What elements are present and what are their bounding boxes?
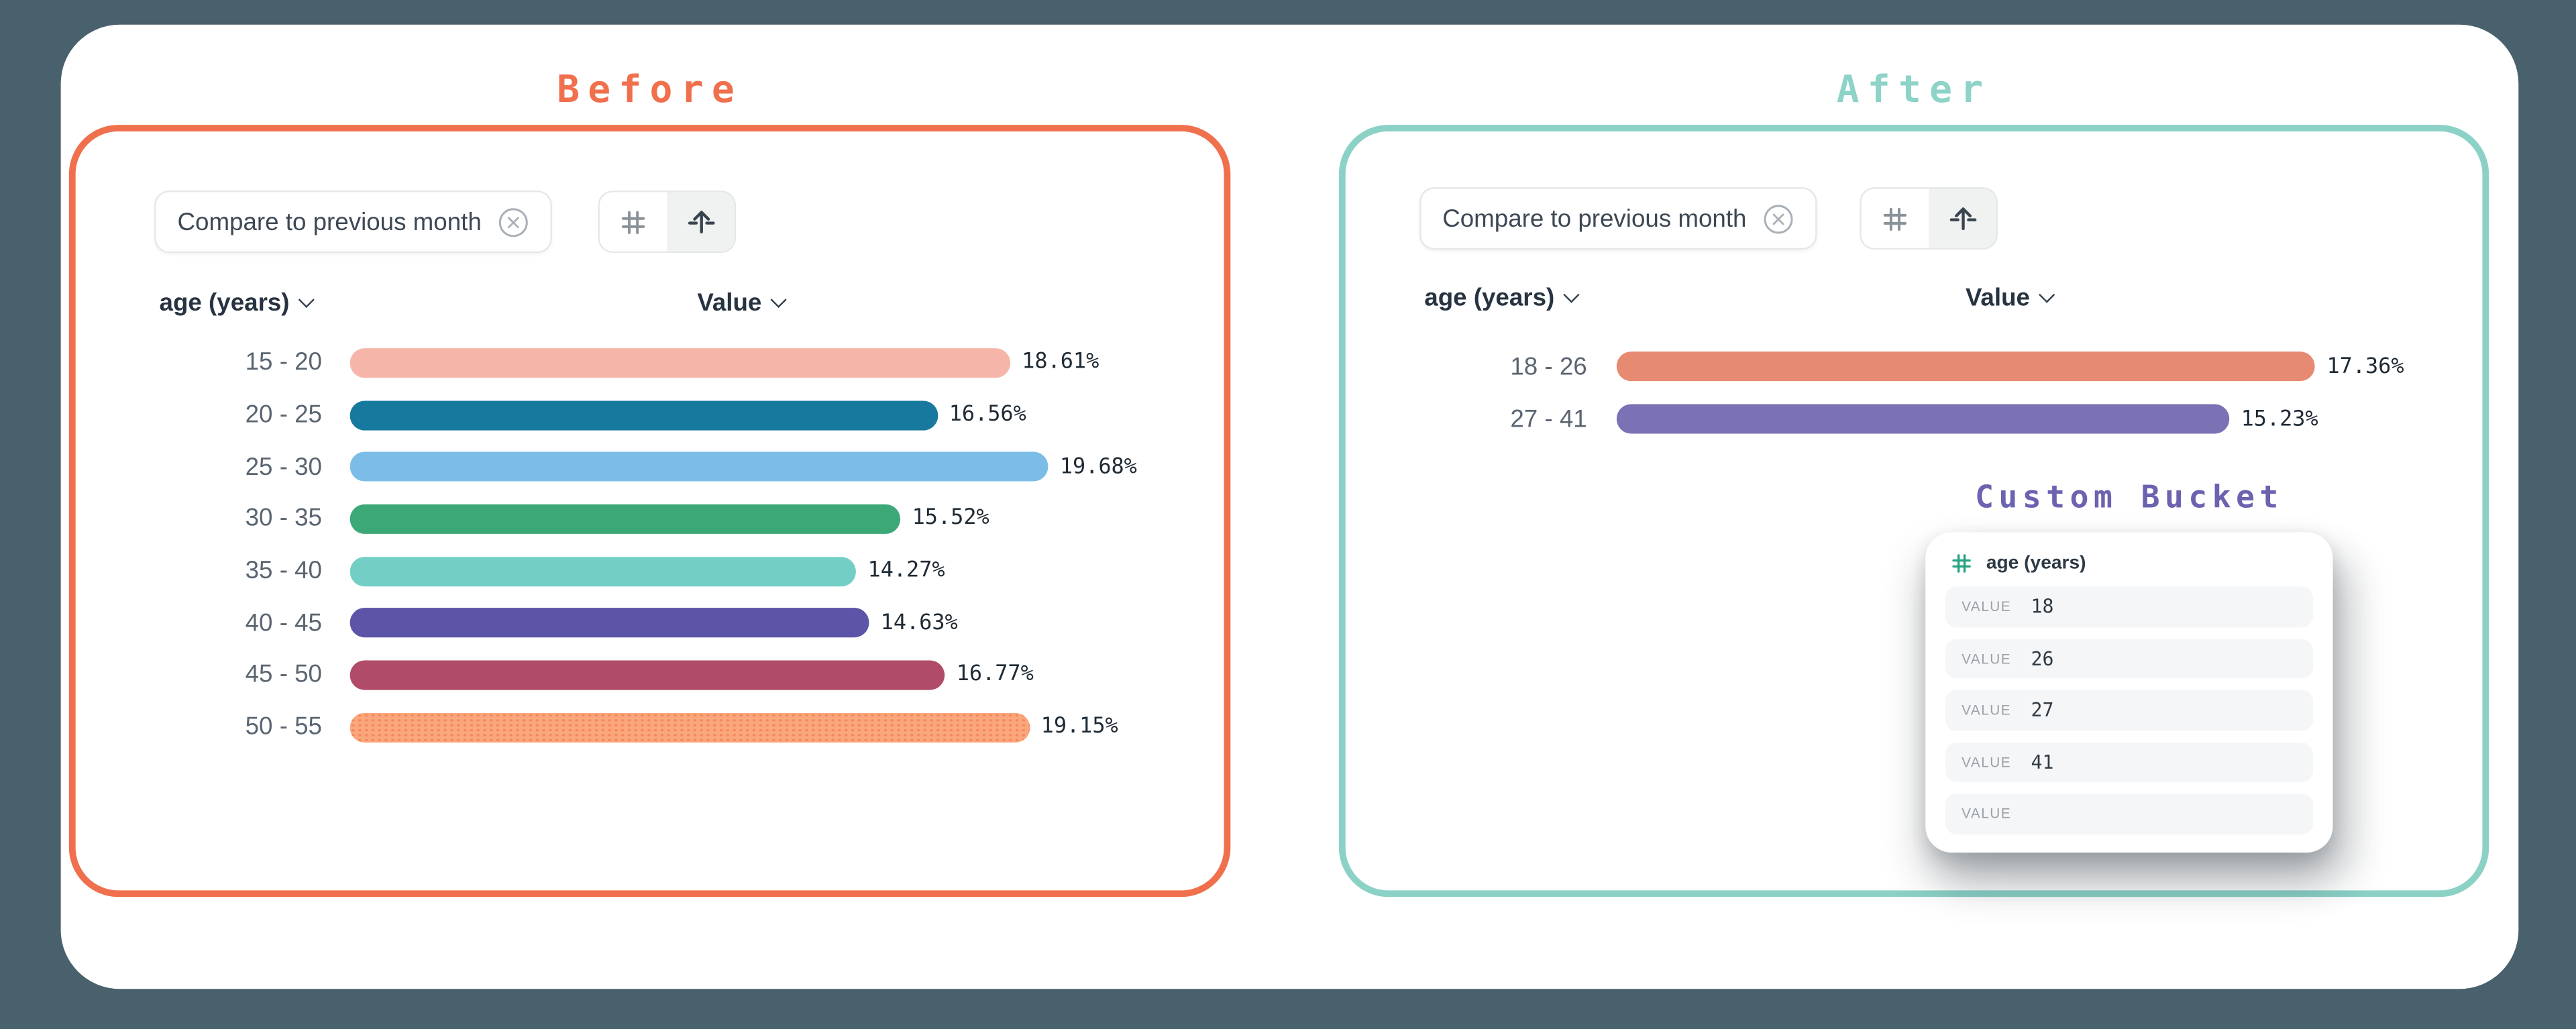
dimension-header-label: age (years): [159, 289, 290, 317]
category-label: 50 - 55: [245, 713, 323, 741]
before-panel: Compare to previous month: [68, 125, 1231, 898]
bar[interactable]: [350, 660, 945, 690]
value-label: 17.36%: [2326, 354, 2404, 379]
bucket-value-field[interactable]: VALUE 27: [1945, 690, 2314, 730]
chevron-down-icon: [770, 291, 788, 309]
after-panel: Compare to previous month: [1338, 125, 2489, 898]
table-row: 30 - 35 15.52%: [76, 493, 1224, 545]
bucket-value-label: VALUE: [1962, 650, 2012, 667]
bucket-button[interactable]: [667, 192, 735, 252]
chevron-down-icon: [1563, 286, 1580, 303]
custom-bucket-field: age (years): [1950, 552, 2086, 575]
bucket-value-field[interactable]: VALUE 18: [1945, 586, 2314, 627]
hash-button[interactable]: [1862, 189, 1929, 248]
category-label: 40 - 45: [245, 609, 323, 637]
bar[interactable]: [1616, 351, 2316, 382]
bucket-value-label: VALUE: [1962, 753, 2012, 770]
value-label: 19.68%: [1059, 454, 1137, 480]
bar[interactable]: [350, 608, 869, 638]
remove-filter-icon[interactable]: [1763, 203, 1794, 234]
bucket-value-label: VALUE: [1962, 702, 2012, 718]
bucket-value: 41: [2031, 750, 2054, 773]
dimension-header[interactable]: age (years): [1424, 284, 1580, 313]
after-bar-chart: 18 - 26 17.36% 27 - 41 15.23%: [1346, 340, 2483, 445]
measure-header-label: Value: [1965, 284, 2030, 313]
chevron-down-icon: [2039, 286, 2055, 303]
value-label: 16.77%: [956, 663, 1034, 688]
table-row: 45 - 50 16.77%: [76, 649, 1224, 702]
measure-header-label: Value: [697, 289, 762, 317]
value-label: 19.15%: [1040, 714, 1118, 740]
bar[interactable]: [350, 347, 1011, 378]
value-label: 15.52%: [912, 506, 989, 532]
category-label: 35 - 40: [245, 557, 323, 586]
table-row: 18 - 26 17.36%: [1346, 340, 2483, 392]
table-row: 35 - 40 14.27%: [76, 545, 1224, 597]
table-row: 25 - 30 19.68%: [76, 441, 1224, 493]
before-title: Before: [557, 68, 743, 112]
category-label: 30 - 35: [245, 504, 323, 533]
filter-chip[interactable]: Compare to previous month: [154, 191, 553, 254]
hash-icon: [1950, 552, 1973, 575]
bucket-value: 18: [2031, 595, 2054, 618]
bar[interactable]: [350, 452, 1049, 482]
category-label: 18 - 26: [1510, 352, 1587, 380]
category-label: 25 - 30: [245, 453, 323, 481]
bucket-value-field[interactable]: VALUE 26: [1945, 638, 2314, 679]
bar[interactable]: [350, 400, 938, 430]
value-label: 15.23%: [2241, 407, 2318, 431]
measure-header[interactable]: Value: [697, 289, 788, 317]
measure-header[interactable]: Value: [1965, 284, 2055, 313]
filter-chip-label: Compare to previous month: [1442, 204, 1747, 233]
bucket-value: 27: [2031, 698, 2054, 722]
table-row: 50 - 55 19.15%: [76, 701, 1224, 753]
bucket-value-field[interactable]: VALUE 41: [1945, 741, 2314, 782]
chevron-down-icon: [299, 291, 315, 309]
custom-bucket-title: Custom Bucket: [1975, 480, 2284, 516]
category-label: 45 - 50: [245, 661, 323, 690]
bar[interactable]: [350, 712, 1030, 743]
bar[interactable]: [350, 556, 857, 586]
binning-toggle-group: [598, 191, 737, 254]
hash-button[interactable]: [600, 193, 667, 252]
table-row: 20 - 25 16.56%: [76, 389, 1224, 441]
table-row: 15 - 20 18.61%: [76, 337, 1224, 389]
value-label: 14.63%: [880, 610, 958, 636]
bucket-value: 26: [2031, 647, 2054, 670]
category-label: 15 - 20: [245, 349, 323, 377]
value-label: 18.61%: [1022, 350, 1099, 376]
filter-chip-label: Compare to previous month: [177, 207, 482, 236]
custom-bucket-field-label: age (years): [1986, 553, 2086, 574]
bucket-value-label: VALUE: [1962, 805, 2012, 822]
custom-bucket-values: VALUE 18 VALUE 26 VALUE 27 VALUE 41 VALUE: [1945, 586, 2314, 845]
bucket-arrow-up-icon: [684, 205, 717, 238]
category-label: 20 - 25: [245, 400, 323, 429]
bar[interactable]: [1616, 404, 2230, 434]
hash-icon: [618, 206, 649, 237]
table-row: 40 - 45 14.63%: [76, 597, 1224, 649]
bucket-arrow-up-icon: [1946, 202, 1979, 235]
value-label: 16.56%: [949, 402, 1026, 427]
hash-icon: [1880, 203, 1911, 234]
dimension-header[interactable]: age (years): [159, 289, 315, 317]
remove-filter-icon[interactable]: [498, 206, 529, 237]
filter-chip[interactable]: Compare to previous month: [1419, 187, 1817, 250]
binning-toggle-group: [1860, 187, 1998, 250]
after-title: After: [1836, 68, 1992, 112]
bar[interactable]: [350, 504, 901, 534]
category-label: 27 - 41: [1510, 404, 1587, 433]
custom-bucket-card: age (years) VALUE 18 VALUE 26 VALUE 27 VALUE 41…: [1925, 532, 2333, 853]
dimension-header-label: age (years): [1424, 284, 1555, 313]
table-row: 27 - 41 15.23%: [1346, 392, 2483, 445]
before-bar-chart: 15 - 20 18.61% 20 - 25 16.56% 25 - 30 19.68% 3…: [76, 337, 1224, 753]
bucket-button[interactable]: [1929, 188, 1996, 248]
bucket-value-label: VALUE: [1962, 598, 2012, 615]
bucket-value-field[interactable]: VALUE: [1945, 793, 2314, 834]
value-label: 14.27%: [867, 558, 945, 584]
